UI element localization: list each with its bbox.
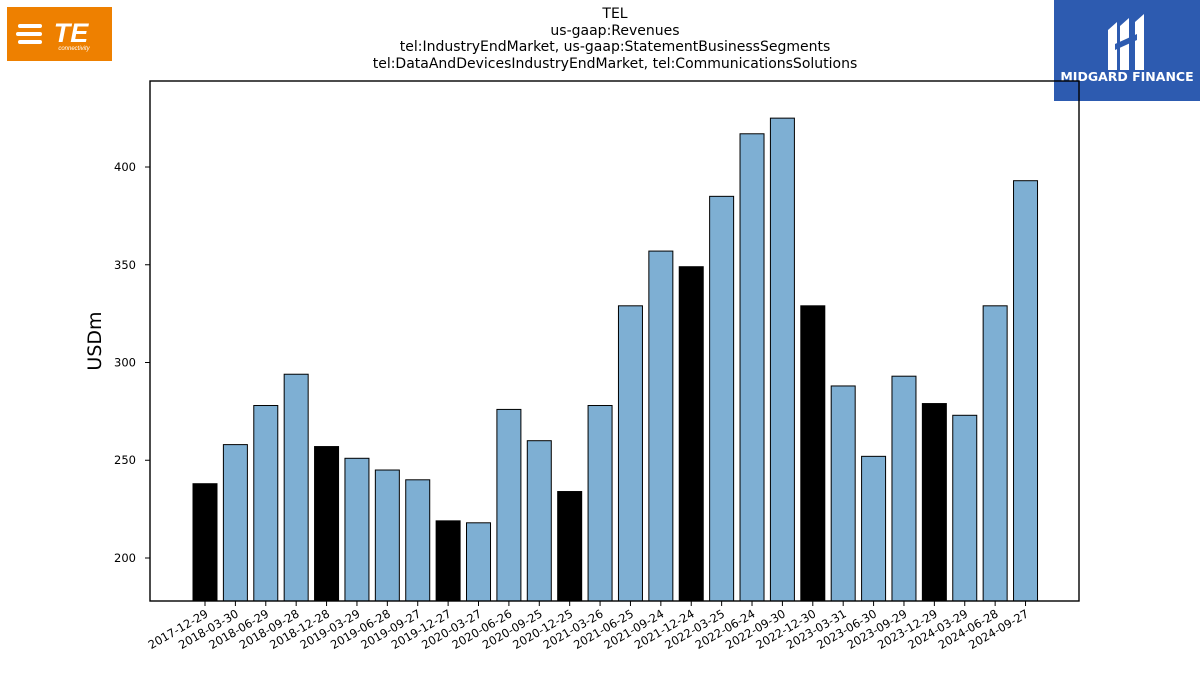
chart-title: TEL [602, 6, 628, 22]
bar [496, 408, 522, 602]
bar [466, 522, 492, 602]
bar [769, 117, 795, 602]
te-logo-wordmark: TE [54, 18, 89, 48]
midgard-logo-wordmark: MIDGARD FINANCE [1060, 69, 1193, 84]
y-tick-label: 400 [114, 160, 136, 174]
chart-subtitle-2: tel:IndustryEndMarket, us-gaap:Statement… [399, 39, 831, 55]
bar [648, 250, 674, 602]
bar [526, 440, 552, 602]
y-tick-label: 300 [114, 356, 136, 370]
te-logo-subtext: connectivity [58, 46, 90, 52]
bar [435, 520, 461, 602]
bar [830, 385, 856, 602]
bar [344, 457, 370, 602]
bar [405, 479, 431, 602]
bar [314, 446, 340, 602]
midgard-logo-glyph [1108, 22, 1117, 70]
te-logo-stripe [18, 24, 42, 28]
te-logo-stripe [18, 40, 42, 44]
bar [921, 403, 947, 602]
plot-frame [149, 80, 1080, 602]
bar [709, 195, 735, 602]
bar [587, 405, 613, 602]
te-logo-stripe [16, 32, 42, 36]
chart-subtitle-1: us-gaap:Revenues [550, 22, 680, 39]
bar [891, 375, 917, 602]
midgard-logo-glyph [1135, 14, 1144, 70]
bar [800, 305, 826, 602]
bar [192, 483, 218, 602]
bar [739, 133, 765, 602]
bar [982, 305, 1008, 602]
y-tick-label: 350 [114, 258, 136, 272]
bar [1013, 180, 1039, 602]
bar [678, 266, 704, 602]
bar [617, 305, 643, 602]
te-connectivity-logo: TE connectivity [7, 7, 112, 61]
chart-subtitle-3: tel:DataAndDevicesIndustryEndMarket, tel… [372, 55, 858, 72]
bar [253, 405, 279, 602]
bar [861, 455, 887, 602]
midgard-logo-glyph [1115, 34, 1137, 50]
y-tick-label: 250 [114, 453, 136, 467]
y-tick-label: 200 [114, 551, 136, 565]
bar [374, 469, 400, 602]
bar [222, 444, 248, 602]
bar [952, 414, 978, 602]
bar [557, 491, 583, 602]
chart-title-block: TEL us-gaap:Revenues tel:IndustryEndMark… [265, 6, 965, 72]
bar [283, 373, 309, 602]
y-axis-label: USDm [84, 311, 106, 370]
